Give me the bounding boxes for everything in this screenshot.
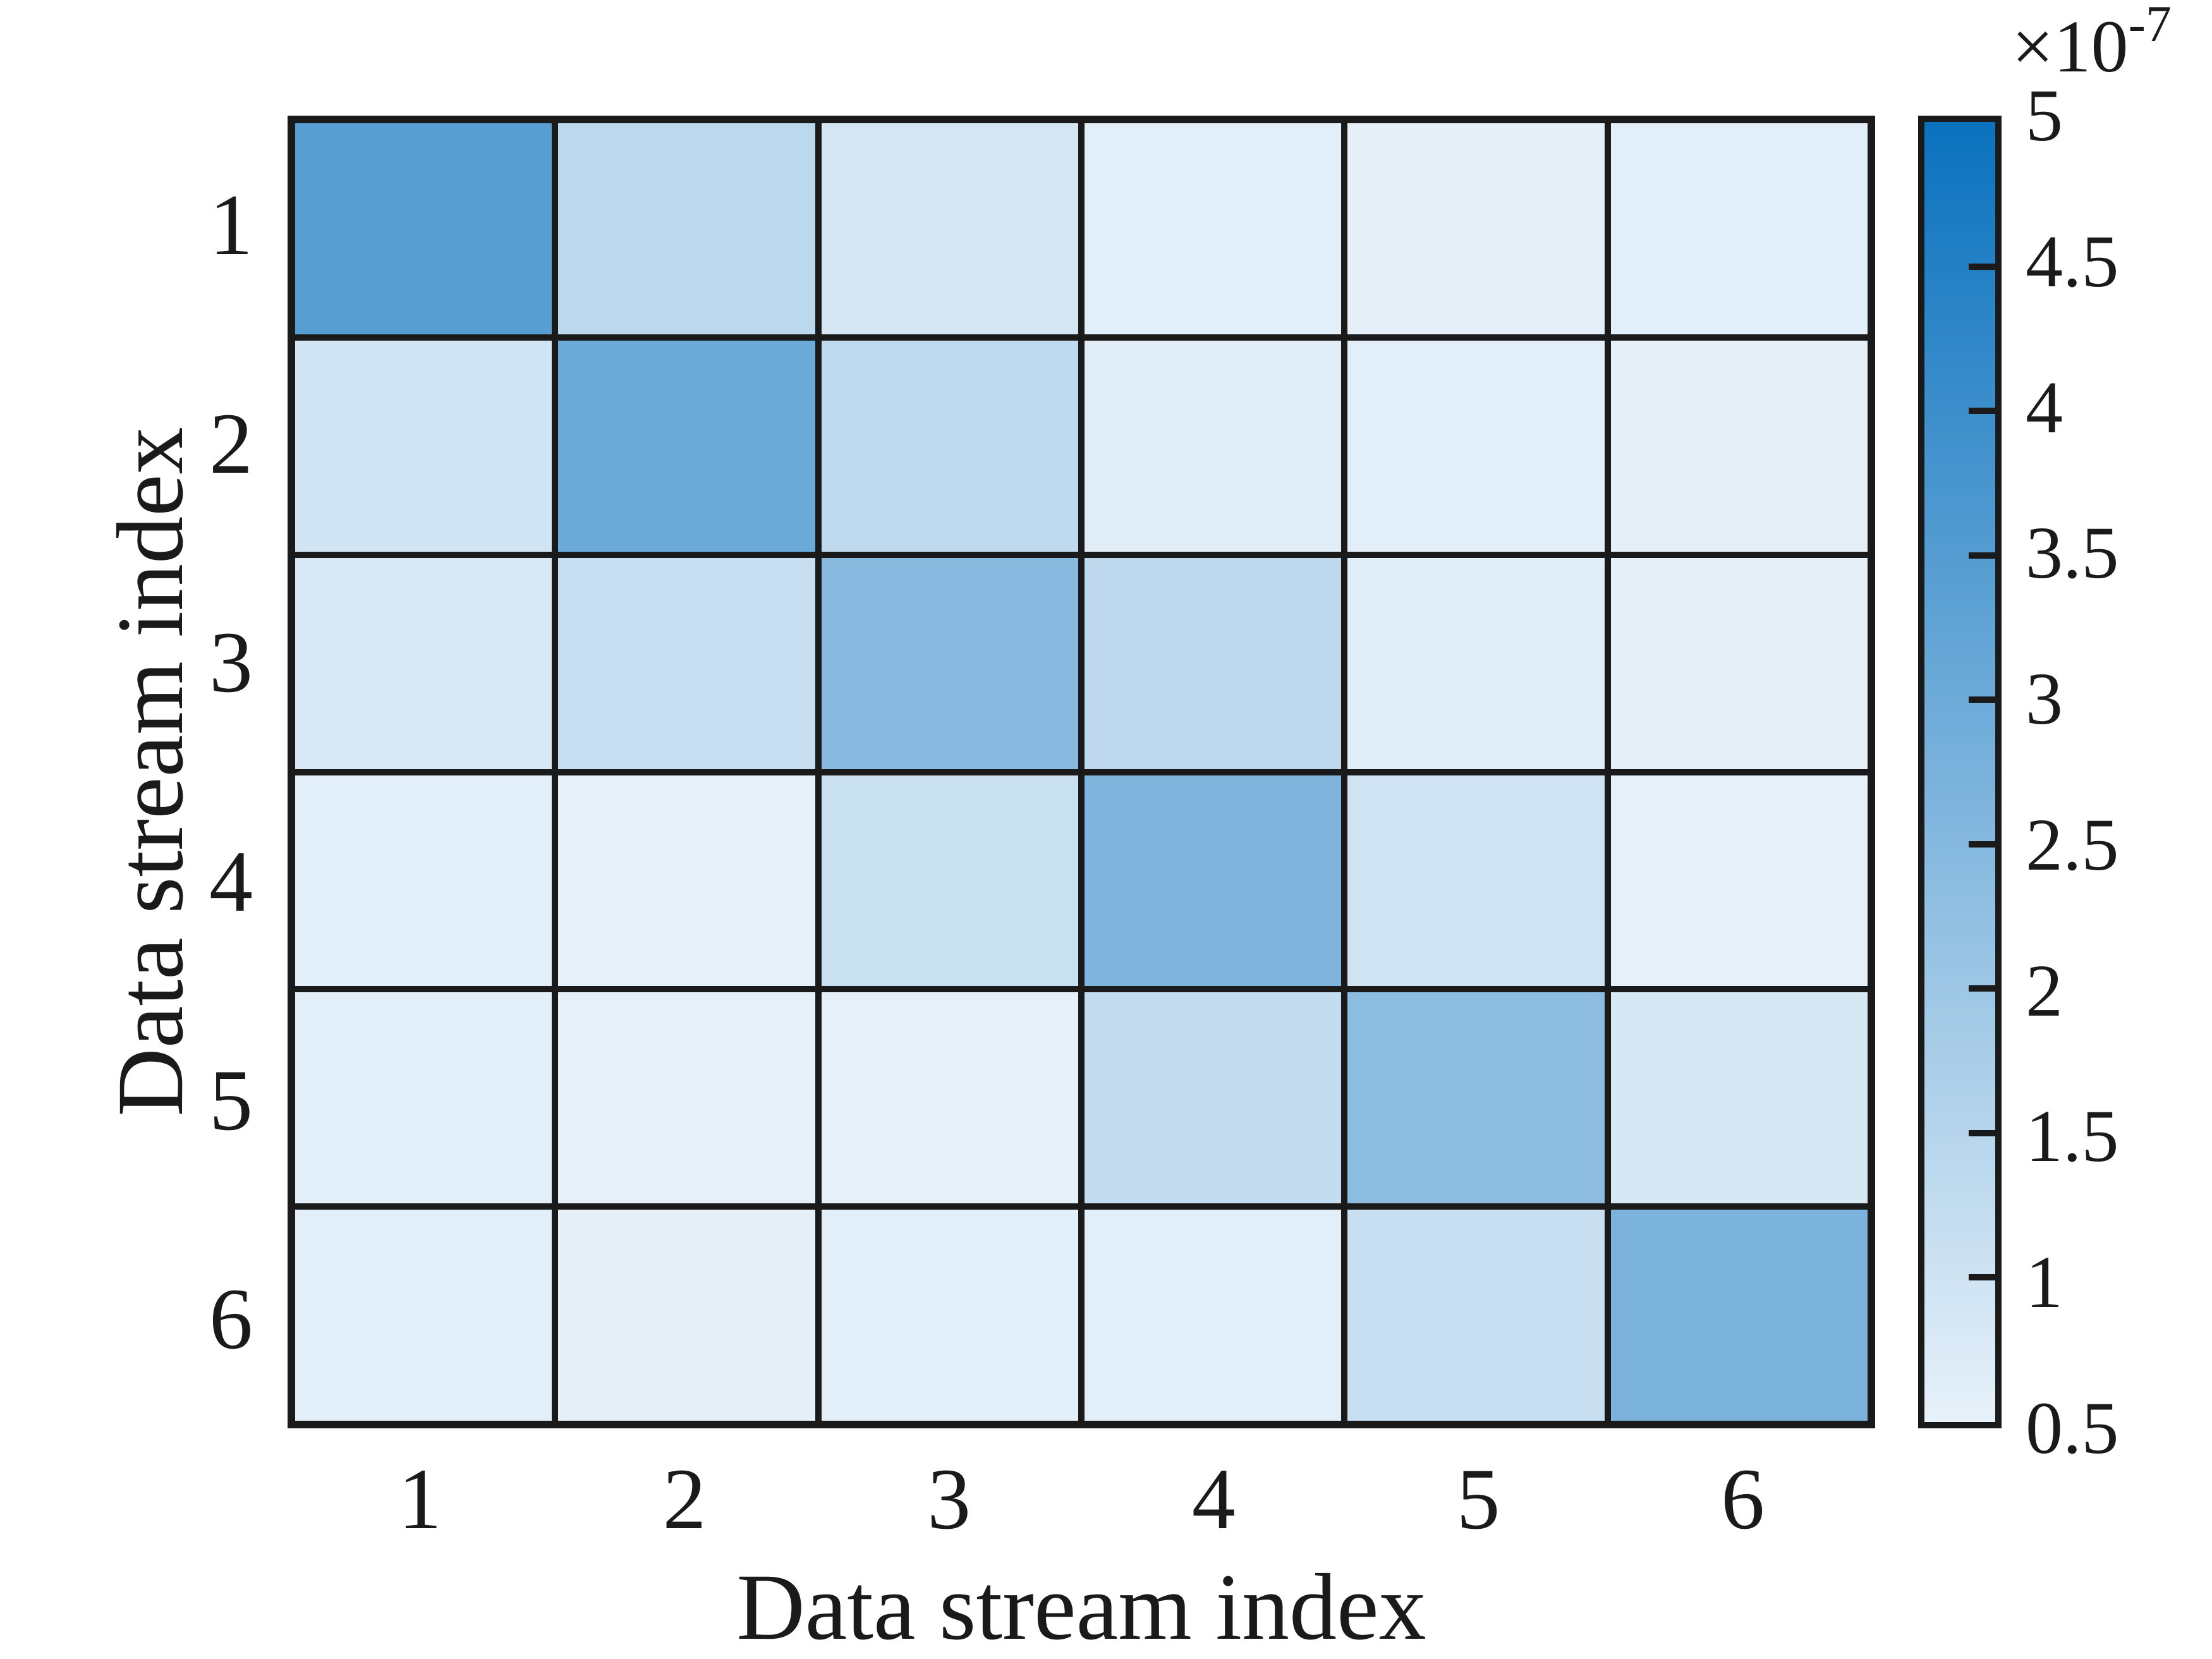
heatmap-cell: [295, 123, 552, 334]
heatmap-cell: [558, 123, 815, 334]
colorbar-tick-label: 2.5: [2026, 803, 2119, 886]
heatmap-cell: [1347, 123, 1605, 334]
x-axis-label: Data stream index: [736, 1555, 1426, 1659]
colorbar-tick-label: 4.5: [2026, 219, 2119, 303]
heatmap-cell: [821, 1210, 1078, 1421]
heatmap-cell: [821, 775, 1078, 987]
heatmap-cell: [821, 992, 1078, 1204]
heatmap-cell: [1085, 123, 1342, 334]
x-tick-label: 4: [1191, 1450, 1236, 1547]
colorbar: [1918, 116, 2002, 1428]
heatmap-cell: [1610, 1210, 1868, 1421]
heatmap-cell: [295, 557, 552, 769]
colorbar-tick-label: 3: [2026, 657, 2063, 741]
colorbar-tick-label: 0.5: [2026, 1387, 2119, 1469]
colorbar-tick-label: 3.5: [2026, 511, 2119, 595]
y-axis-label: Data stream index: [98, 427, 203, 1117]
colorbar-tick-mark: [1969, 408, 1995, 415]
heatmap-cell: [821, 340, 1078, 552]
colorbar-tick-mark: [1969, 552, 1995, 559]
colorbar-tick-mark: [1969, 696, 1995, 703]
heatmap-cell: [1610, 123, 1868, 334]
colorbar-tick-mark: [1969, 263, 1995, 270]
colorbar-exponent-label: ×10-7: [2012, 0, 2172, 92]
y-tick-label: 5: [209, 1051, 253, 1148]
colorbar-tick-mark: [1969, 985, 1995, 992]
heatmap-cell: [1347, 775, 1605, 987]
colorbar-tick-label: 5: [2026, 74, 2063, 157]
heatmap-cell: [1347, 557, 1605, 769]
heatmap-cell: [1347, 340, 1605, 552]
x-tick-label: 2: [662, 1450, 707, 1547]
x-tick-label: 3: [927, 1450, 971, 1547]
heatmap-cell: [295, 775, 552, 987]
y-tick-label: 3: [209, 614, 253, 711]
heatmap-cell: [1610, 340, 1868, 552]
heatmap-cell: [1085, 557, 1342, 769]
exponent-superscript-text: -7: [2128, 0, 2172, 52]
heatmap-cell: [558, 557, 815, 769]
heatmap-cell: [1085, 992, 1342, 1204]
heatmap-cell: [1347, 992, 1605, 1204]
colorbar-tick-label: 2: [2026, 949, 2063, 1032]
y-tick-label: 4: [209, 832, 253, 930]
heatmap-cell: [295, 992, 552, 1204]
heatmap-cell: [821, 123, 1078, 334]
colorbar-tick-label: 1.5: [2026, 1095, 2119, 1178]
heatmap-cell: [558, 340, 815, 552]
colorbar-tick-mark: [1969, 841, 1995, 848]
x-tick-label: 1: [398, 1450, 442, 1547]
y-tick-label: 6: [209, 1270, 253, 1367]
heatmap-cell: [1610, 775, 1868, 987]
colorbar-tick-mark: [1969, 1129, 1995, 1136]
heatmap-cell: [1085, 775, 1342, 987]
x-tick-label: 6: [1721, 1450, 1765, 1547]
heatmap-cell: [1085, 1210, 1342, 1421]
colorbar-tick-mark: [1969, 1274, 1995, 1281]
heatmap-cell: [1610, 557, 1868, 769]
exponent-base-text: ×10: [2012, 5, 2129, 88]
heatmap-grid: [288, 116, 1875, 1428]
heatmap-cell: [558, 775, 815, 987]
y-tick-label: 1: [209, 176, 253, 274]
heatmap-cell: [295, 1210, 552, 1421]
heatmap-cell: [821, 557, 1078, 769]
heatmap-cell: [558, 992, 815, 1204]
heatmap-cell: [295, 340, 552, 552]
colorbar-tick-label: 1: [2026, 1241, 2063, 1324]
x-tick-label: 5: [1456, 1450, 1500, 1547]
heatmap-cell: [1347, 1210, 1605, 1421]
heatmap-cell: [1085, 340, 1342, 552]
colorbar-tick-label: 4: [2026, 365, 2063, 449]
y-tick-label: 2: [209, 395, 253, 492]
heatmap-cell: [558, 1210, 815, 1421]
heatmap-cell: [1610, 992, 1868, 1204]
